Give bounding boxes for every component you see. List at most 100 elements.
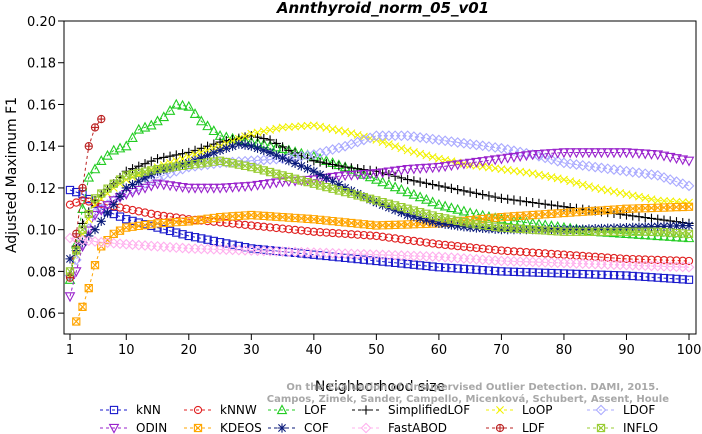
point-knn — [559, 269, 569, 278]
point-simplifiedlof — [503, 194, 513, 204]
x-tick-label: 90 — [618, 343, 635, 358]
point-loop — [347, 129, 356, 138]
point-knnw — [422, 238, 431, 247]
point-loop — [253, 128, 262, 137]
legend-marker-simplifiedlof — [361, 405, 371, 415]
legend-item-lof: LOF — [268, 403, 327, 417]
point-ldof — [608, 164, 620, 175]
point-ldof — [152, 172, 163, 183]
point-odin — [446, 161, 457, 172]
point-ldof — [464, 138, 476, 150]
point-loop — [541, 171, 550, 180]
point-ldof — [358, 134, 370, 146]
point-inflo — [84, 209, 93, 219]
point-ldof — [552, 155, 564, 167]
point-simplifiedlof — [515, 196, 525, 206]
point-knn — [72, 187, 81, 197]
y-tick-label: 0.12 — [27, 182, 56, 197]
point-knnw — [678, 256, 687, 265]
point-fastabod — [70, 233, 82, 245]
point-cof — [284, 156, 294, 166]
point-knn — [447, 263, 456, 273]
point-knn — [634, 272, 644, 281]
point-kdeos — [78, 302, 87, 312]
point-knnw — [603, 253, 612, 262]
point-knnw — [247, 221, 256, 230]
point-knn — [459, 264, 469, 274]
point-simplifiedlof — [127, 164, 138, 174]
point-loop — [378, 138, 387, 147]
x-tick-label: 100 — [677, 343, 702, 358]
point-cof — [315, 169, 325, 180]
point-knnw — [634, 255, 644, 264]
series-line-ldf — [69, 118, 102, 278]
point-knnw — [128, 205, 137, 215]
point-cof — [396, 207, 406, 218]
point-odin — [264, 179, 276, 190]
point-ldof — [327, 144, 338, 155]
legend-marker-knnw — [193, 405, 203, 415]
point-lof — [164, 104, 176, 115]
point-knn — [222, 239, 231, 248]
point-knn — [353, 254, 362, 264]
point-odin — [346, 170, 357, 181]
point-odin — [233, 182, 245, 193]
point-knn — [653, 273, 662, 282]
point-odin — [439, 162, 451, 172]
point-knnw — [516, 247, 525, 256]
point-knnw — [97, 199, 106, 208]
point-lof — [83, 171, 95, 182]
point-cof — [334, 179, 344, 190]
legend-marker-fastabod — [360, 422, 372, 434]
point-knn — [678, 275, 687, 284]
point-knnw — [428, 239, 437, 248]
point-knnw — [491, 245, 500, 255]
point-knnw — [441, 240, 450, 250]
x-tick-label: 50 — [368, 343, 385, 358]
point-knnw — [384, 233, 394, 242]
point-ldf — [78, 183, 87, 193]
point-ldf — [97, 114, 106, 124]
point-knnw — [378, 232, 387, 241]
point-loop — [403, 146, 412, 155]
point-cof — [177, 159, 188, 170]
point-loop — [641, 193, 650, 202]
legend-item-ldof: LDOF — [587, 403, 655, 417]
point-cof — [671, 221, 682, 231]
credit-line-citation: On the Evaluation of Unsupervised Outlie… — [286, 382, 659, 393]
point-cof — [109, 200, 119, 210]
legend: kNN kNNW LOF SimplifiedLOF LoOP LDOF ODIN KDEOS… — [100, 403, 658, 434]
point-cof — [659, 221, 669, 231]
point-loop — [316, 122, 325, 131]
series-line-fastabod — [69, 237, 690, 268]
point-knnw — [172, 213, 181, 222]
point-knn — [328, 252, 337, 261]
point-ldof — [314, 147, 326, 159]
point-ldof — [646, 169, 657, 180]
point-odin — [164, 181, 176, 192]
point-knn — [641, 272, 650, 281]
point-odin — [246, 181, 257, 192]
point-knnw — [459, 242, 469, 251]
point-odin — [158, 180, 170, 191]
x-axis: 1 10 20 30 40 50 60 70 80 90 100 — [66, 334, 702, 358]
point-knn — [228, 240, 237, 249]
x-tick-label: 40 — [306, 343, 323, 358]
point-cof — [684, 220, 694, 231]
point-simplifiedlof — [421, 178, 431, 188]
point-simplifiedlof — [440, 182, 450, 192]
point-loop — [434, 154, 443, 163]
series-line-ldof — [69, 135, 690, 276]
point-cof — [640, 222, 650, 232]
point-knnw — [334, 229, 344, 238]
series-inflo — [65, 156, 694, 276]
point-simplifiedlof — [340, 162, 350, 172]
point-odin — [652, 150, 664, 161]
point-cof — [196, 153, 206, 163]
point-loop — [591, 183, 600, 192]
point-odin — [583, 148, 595, 159]
point-knnw — [672, 256, 681, 265]
point-lof — [458, 205, 470, 216]
point-cof — [496, 225, 507, 235]
legend-item-inflo: INFLO — [587, 421, 658, 434]
